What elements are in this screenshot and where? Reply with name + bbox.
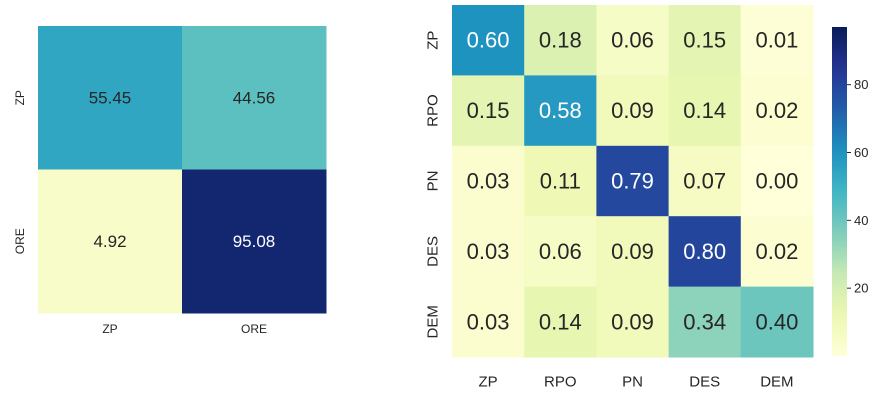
x-tick-label: RPO	[544, 374, 577, 391]
heatmap-2x2: 55.45 44.56 4.92 95.08 ZP ORE ZP ORE	[13, 26, 327, 336]
cell-value-label: 0.06	[611, 28, 654, 53]
x-tick-label: ORE	[241, 322, 267, 336]
heatmap-cell	[524, 216, 597, 288]
heatmap-cell	[596, 286, 670, 358]
heatmap-cell	[740, 216, 814, 288]
cell-value-label: 0.09	[611, 309, 654, 334]
cell-value-label: 0.03	[467, 309, 510, 334]
heatmap-cell	[524, 75, 597, 147]
x-tick-label: DEM	[760, 374, 793, 391]
cell-value-label: 0.60	[467, 28, 510, 53]
cell-value-label: 0.80	[683, 239, 726, 264]
colorbar-tick-label: 20	[854, 281, 868, 296]
heatmap-cell	[452, 75, 525, 147]
colorbar-tick-label: 80	[854, 77, 868, 92]
cell-value-label: 0.03	[467, 169, 510, 194]
cell-value-label: 0.58	[539, 98, 582, 123]
cell-value-label: 0.02	[755, 98, 798, 123]
cell-value-label: 0.18	[539, 28, 582, 53]
y-tick-label: ORE	[13, 228, 27, 254]
heatmap-cell	[596, 145, 670, 217]
heatmap-cell	[182, 169, 327, 314]
cell-value-label: 0.00	[755, 169, 798, 194]
heatmap-cell	[452, 216, 525, 288]
y-tick-label: DES	[425, 236, 442, 267]
cell-value-label: 0.34	[683, 309, 726, 334]
y-tick-label: ZP	[13, 90, 27, 105]
heatmap-cell	[524, 286, 597, 358]
heatmap-cell	[668, 75, 742, 147]
colorbar-tick-label: 60	[854, 145, 868, 160]
heatmap-cell	[524, 145, 597, 217]
heatmap-cell	[596, 5, 670, 76]
cell-value-label: 0.07	[683, 169, 726, 194]
heatmap-cell	[38, 26, 183, 170]
heatmap-cell	[740, 145, 814, 217]
heatmap-5x5: 0.60 0.18 0.06 0.15 0.01 0.15 0.58 0.09 0.14 0.02…	[425, 5, 814, 391]
heatmap-cell	[740, 75, 814, 147]
heatmap-cell	[452, 5, 525, 76]
heatmap-cell	[182, 26, 327, 170]
heatmap-cell	[596, 216, 670, 288]
x-tick-label: ZP	[102, 322, 117, 336]
y-tick-label: RPO	[425, 94, 442, 127]
cell-value-label: 0.79	[611, 169, 654, 194]
cell-value-label: 0.06	[539, 239, 582, 264]
cell-value-label: 55.45	[89, 88, 132, 107]
cell-value-label: 0.09	[611, 98, 654, 123]
cell-value-label: 95.08	[233, 232, 276, 251]
heatmap-cell	[740, 5, 814, 76]
x-tick-label: ZP	[479, 374, 498, 391]
x-tick-label: DES	[689, 374, 720, 391]
cell-value-label: 0.40	[755, 309, 798, 334]
cell-value-label: 0.03	[467, 239, 510, 264]
cell-value-label: 0.01	[755, 28, 798, 53]
heatmap-cell	[668, 5, 742, 76]
y-tick-label: ZP	[425, 31, 442, 50]
heatmap-cell	[668, 216, 742, 288]
y-tick-label: PN	[425, 171, 442, 192]
x-tick-label: PN	[622, 374, 643, 391]
cell-value-label: 0.02	[755, 239, 798, 264]
cell-value-label: 0.14	[539, 309, 582, 334]
heatmap-cell	[38, 169, 183, 314]
colorbar-gradient	[832, 27, 847, 356]
cell-value-label: 44.56	[233, 88, 276, 107]
cell-value-label: 4.92	[93, 232, 126, 251]
heatmap-cell	[596, 75, 670, 147]
cell-value-label: 0.09	[611, 239, 654, 264]
y-tick-label: DEM	[425, 305, 442, 338]
heatmap-cell	[524, 5, 597, 76]
colorbar-tick-label: 40	[854, 213, 868, 228]
heatmap-cell	[668, 145, 742, 217]
heatmap-cell	[740, 286, 814, 358]
heatmap-cell	[452, 145, 525, 217]
heatmap-cell	[668, 286, 742, 358]
cell-value-label: 0.14	[683, 98, 726, 123]
heatmap-cell	[452, 286, 525, 358]
cell-value-label: 0.15	[683, 28, 726, 53]
cell-value-label: 0.15	[467, 98, 510, 123]
cell-value-label: 0.11	[540, 169, 581, 194]
colorbar: 20 40 60 80	[832, 27, 868, 356]
